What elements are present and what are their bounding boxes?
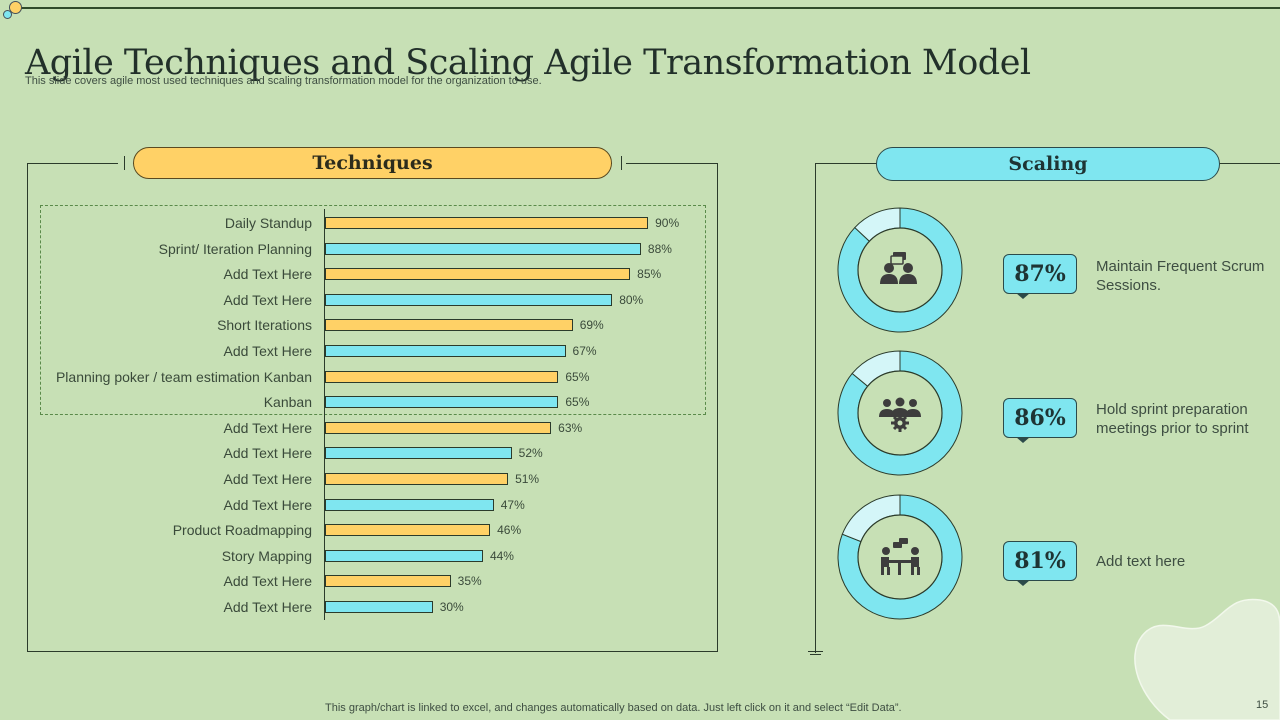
bar-value-label: 46% bbox=[497, 523, 522, 538]
bar-value-label: 67% bbox=[572, 344, 597, 358]
bar-category-label: Daily Standup bbox=[224, 215, 312, 231]
bar-category-label: Sprint/ Iteration Planning bbox=[158, 240, 312, 257]
bar-value-label: 65% bbox=[565, 369, 590, 384]
scaling-frame-line bbox=[815, 163, 877, 164]
decor-dot-yellow bbox=[9, 1, 22, 14]
bar-value-label: 80% bbox=[619, 292, 644, 307]
bar-value-label: 65% bbox=[565, 395, 590, 410]
bar[interactable] bbox=[325, 421, 552, 434]
bar[interactable] bbox=[325, 345, 566, 357]
meeting-table-icon bbox=[881, 538, 920, 575]
footer-note: This graph/chart is linked to excel, and… bbox=[325, 702, 902, 714]
scaling-frame-line bbox=[1219, 163, 1280, 164]
chart-axis bbox=[324, 209, 325, 620]
donut-hole bbox=[857, 514, 943, 600]
bar[interactable] bbox=[325, 447, 512, 460]
bar-value-label: 85% bbox=[637, 267, 662, 282]
slide-title: Agile Techniques and Scaling Agile Trans… bbox=[25, 43, 1031, 84]
badge-tail bbox=[1016, 580, 1030, 586]
bar-value-label: 63% bbox=[558, 420, 583, 435]
bar[interactable] bbox=[325, 473, 509, 485]
donut-chart[interactable] bbox=[836, 493, 964, 621]
scaling-frame-foot bbox=[810, 654, 821, 655]
bar-category-label: Add Text Here bbox=[223, 343, 312, 359]
percent-badge: 87% bbox=[1003, 254, 1077, 294]
scaling-frame-line bbox=[815, 163, 816, 653]
bar-value-label: 44% bbox=[489, 548, 514, 563]
bar-category-label: Short Iterations bbox=[217, 317, 312, 334]
bar-value-label: 47% bbox=[500, 497, 525, 512]
bar-category-label: Add Text Here bbox=[223, 291, 312, 308]
bar-category-label: Add Text Here bbox=[223, 471, 312, 487]
percent-badge: 86% bbox=[1003, 398, 1077, 438]
bar[interactable] bbox=[325, 268, 631, 281]
bar[interactable] bbox=[325, 575, 451, 588]
bar-category-label: Add Text Here bbox=[223, 266, 312, 283]
page-number: 15 bbox=[1256, 699, 1269, 711]
bar-category-label: Add Text Here bbox=[223, 419, 312, 436]
frame-gap bbox=[612, 153, 626, 173]
bar[interactable] bbox=[325, 293, 613, 306]
bar-category-label: Add Text Here bbox=[223, 573, 312, 590]
bar[interactable] bbox=[325, 242, 641, 255]
bar-category-label: Kanban bbox=[263, 394, 312, 411]
badge-tail bbox=[1016, 293, 1030, 299]
donut-segments bbox=[837, 350, 963, 476]
scaling-description: Hold sprint preparation meetings prior t… bbox=[1096, 401, 1249, 437]
decor-dot-blue bbox=[3, 10, 12, 19]
decorative-blob bbox=[1134, 598, 1280, 720]
techniques-header: Techniques bbox=[133, 147, 612, 179]
slide-subtitle: This slide covers agile most used techni… bbox=[25, 75, 542, 87]
bar-value-label: 51% bbox=[515, 472, 540, 486]
percent-badge: 81% bbox=[1003, 541, 1077, 581]
bar-category-label: Planning poker / team estimation Kanban bbox=[55, 368, 312, 385]
bar[interactable] bbox=[325, 396, 559, 409]
bar-value-label: 69% bbox=[579, 318, 604, 333]
bar[interactable] bbox=[325, 524, 491, 537]
bar-value-label: 35% bbox=[457, 574, 482, 589]
donut-chart[interactable] bbox=[836, 206, 964, 334]
bar[interactable] bbox=[325, 217, 649, 229]
bar-category-label: Add Text Here bbox=[223, 445, 312, 462]
bar[interactable] bbox=[325, 319, 573, 332]
donut-hole bbox=[857, 227, 943, 313]
bar-category-label: Story Mapping bbox=[221, 547, 312, 564]
scaling-header: Scaling bbox=[876, 147, 1220, 181]
bar-category-label: Add Text Here bbox=[223, 599, 312, 615]
bar-value-label: 88% bbox=[647, 241, 672, 256]
bar-category-label: Product Roadmapping bbox=[172, 522, 312, 539]
bar-value-label: 30% bbox=[439, 600, 464, 614]
bar[interactable] bbox=[325, 370, 559, 383]
scaling-description: Add text here bbox=[1096, 553, 1186, 570]
bar-value-label: 52% bbox=[518, 446, 543, 461]
bar-category-label: Add Text Here bbox=[223, 496, 312, 513]
frame-tick bbox=[621, 156, 622, 170]
bar[interactable] bbox=[325, 549, 483, 562]
frame-tick bbox=[124, 156, 125, 170]
scaling-frame-foot bbox=[808, 651, 823, 652]
highlight-box bbox=[40, 205, 706, 415]
top-rule bbox=[20, 7, 1280, 9]
donut-chart[interactable] bbox=[836, 349, 964, 477]
bar[interactable] bbox=[325, 498, 494, 511]
team-gear-icon bbox=[879, 397, 921, 432]
team-chat-icon bbox=[880, 252, 917, 284]
bar[interactable] bbox=[325, 601, 433, 613]
frame-gap bbox=[118, 153, 133, 173]
bar-value-label: 90% bbox=[655, 216, 680, 230]
badge-tail bbox=[1016, 437, 1030, 443]
scaling-description: Maintain Frequent Scrum Sessions. bbox=[1096, 258, 1265, 294]
